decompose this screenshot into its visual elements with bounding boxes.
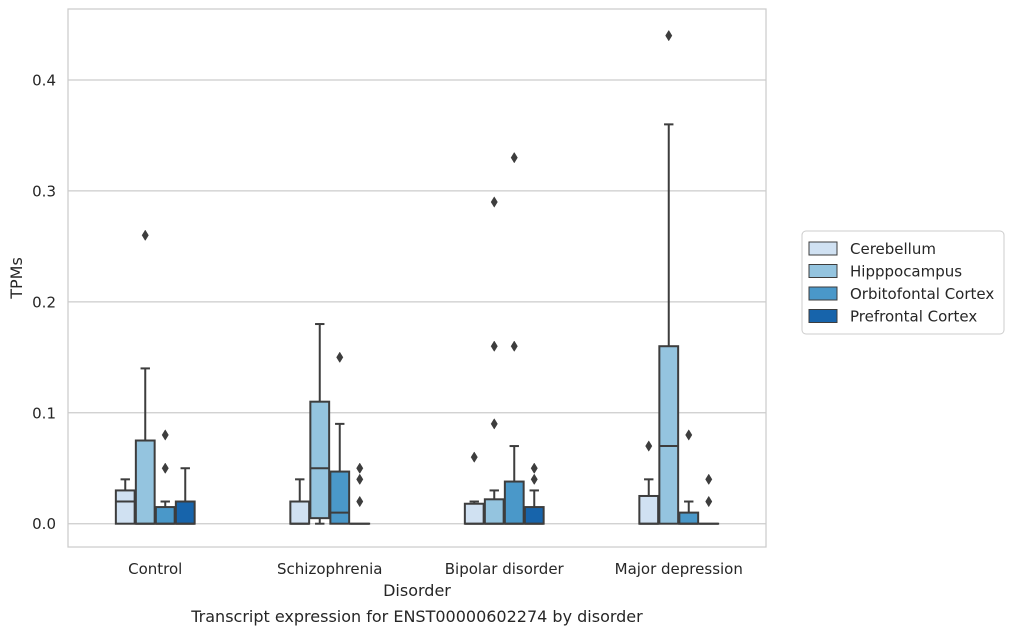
y-tick-label: 0.1 xyxy=(32,404,56,422)
y-tick-label: 0.3 xyxy=(32,182,56,200)
x-axis-label: Disorder xyxy=(383,581,451,600)
box-3-1 xyxy=(658,29,680,525)
box-2-0 xyxy=(463,451,485,525)
y-tick-label: 0.4 xyxy=(32,71,56,89)
outlier-point xyxy=(490,196,498,208)
box-body xyxy=(638,494,660,525)
outlier-point xyxy=(685,429,693,441)
outlier-point xyxy=(705,495,713,508)
box-0-0 xyxy=(114,478,136,525)
box-body xyxy=(678,511,700,525)
box-body xyxy=(503,480,525,525)
box-body xyxy=(289,500,311,525)
outlier-point xyxy=(161,429,169,441)
box-body xyxy=(174,500,196,525)
legend-swatch xyxy=(808,264,838,278)
outlier-point xyxy=(530,473,538,486)
y-tick-label: 0.2 xyxy=(32,293,56,311)
y-tick-labels: 0.0 0.1 0.2 0.3 0.4 xyxy=(32,71,56,533)
outlier-point xyxy=(530,462,538,474)
x-tick-label: Bipolar disorder xyxy=(445,560,565,578)
box-body xyxy=(463,502,485,525)
outlier-point xyxy=(470,451,478,463)
box-1-0 xyxy=(289,478,311,525)
box-body xyxy=(134,439,156,525)
x-tick-label: Major depression xyxy=(615,560,743,578)
legend-label: Orbitofontal Cortex xyxy=(850,285,994,303)
box-0-3 xyxy=(174,467,196,525)
box-0-1 xyxy=(134,229,156,525)
outlier-point xyxy=(141,229,149,241)
outlier-point xyxy=(490,418,498,430)
legend-label: Cerebellum xyxy=(850,240,936,258)
outlier-point xyxy=(161,462,169,474)
x-tick-label: Schizophrenia xyxy=(277,560,382,578)
outlier-point xyxy=(665,29,673,42)
box-body xyxy=(658,345,680,525)
outlier-point xyxy=(356,495,364,508)
x-tick-label: Control xyxy=(128,560,182,578)
box-body xyxy=(523,506,545,525)
legend-frame xyxy=(801,230,1005,335)
box-body xyxy=(483,498,505,525)
outlier-point xyxy=(705,473,713,486)
outlier-point xyxy=(356,462,364,474)
box-2-1 xyxy=(483,196,505,525)
x-tick-labels: Control Schizophrenia Bipolar disorder Majo… xyxy=(128,560,743,578)
legend: Cerebellum Hipppocampus Orbitofontal Corte… xyxy=(801,230,1005,335)
y-axis-label: TPMs xyxy=(7,257,26,300)
box-1-3 xyxy=(349,462,371,525)
legend-label: Hipppocampus xyxy=(850,263,962,281)
boxes xyxy=(114,29,720,525)
outlier-point xyxy=(490,340,498,352)
box-2-3 xyxy=(523,462,545,525)
box-body xyxy=(114,489,136,525)
chart-caption: Transcript expression for ENST0000060227… xyxy=(190,607,643,626)
box-0-2 xyxy=(154,429,176,525)
box-1-2 xyxy=(329,351,351,525)
box-body xyxy=(309,400,331,520)
box-body xyxy=(329,470,351,525)
box-body xyxy=(154,506,176,525)
outlier-point xyxy=(510,151,518,164)
outlier-point xyxy=(645,440,653,452)
legend-swatch xyxy=(808,241,838,256)
legend-swatch xyxy=(808,286,838,301)
legend-swatch xyxy=(808,309,838,323)
outlier-point xyxy=(356,473,364,486)
legend-label: Prefrontal Cortex xyxy=(850,308,977,326)
box-3-2 xyxy=(678,429,700,525)
outlier-point xyxy=(336,351,344,363)
box-1-1 xyxy=(309,323,331,525)
box-3-0 xyxy=(638,440,660,525)
box-3-3 xyxy=(698,473,720,525)
box-2-2 xyxy=(503,151,525,525)
y-tick-label: 0.0 xyxy=(32,515,56,533)
plot-frame xyxy=(67,8,767,548)
outlier-point xyxy=(510,340,518,352)
